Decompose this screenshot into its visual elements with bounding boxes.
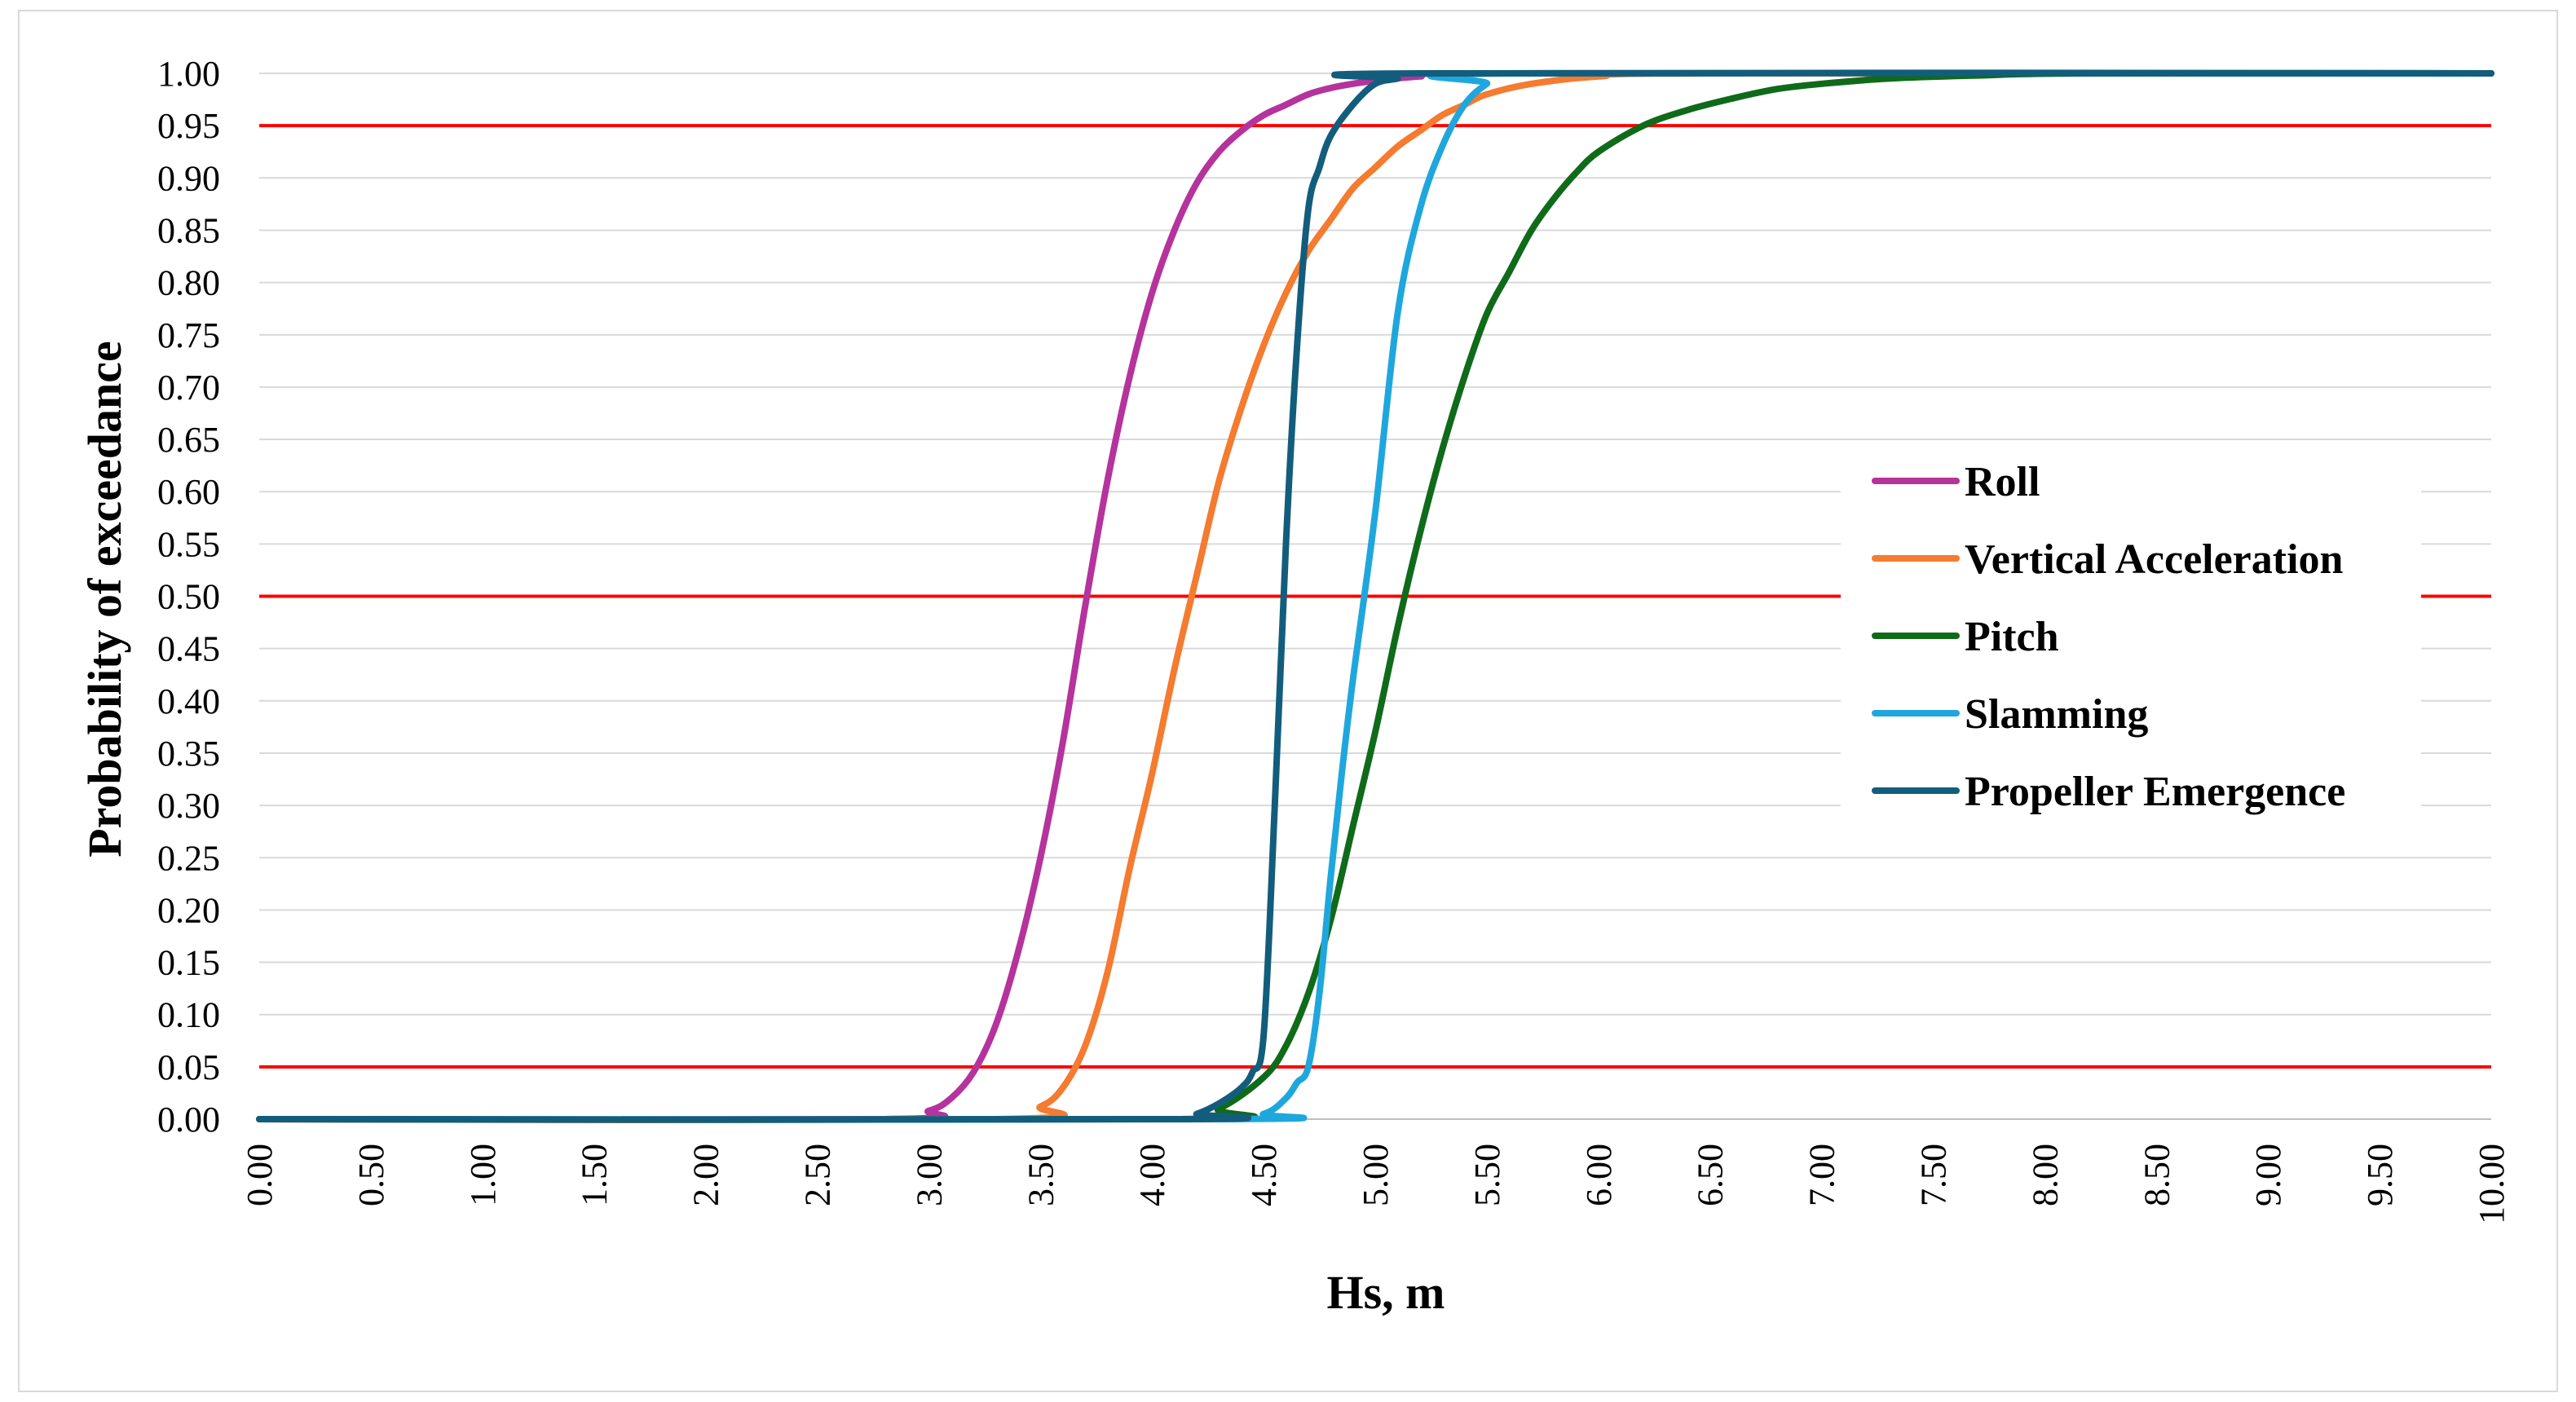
- y-tick-label: 0.35: [157, 734, 220, 774]
- y-tick-label: 0.40: [157, 681, 220, 721]
- legend-label: Roll: [1965, 459, 2040, 505]
- y-tick-label: 0.15: [157, 943, 220, 983]
- legend-label: Pitch: [1965, 614, 2059, 660]
- series-line-slamming: [256, 69, 2494, 1123]
- x-tick-label: 8.00: [2025, 1144, 2065, 1206]
- x-tick-label: 6.50: [1691, 1144, 1731, 1206]
- y-tick-label: 0.70: [157, 368, 220, 408]
- y-axis-title: Probability of exceedance: [78, 341, 131, 858]
- x-axis-title: Hs, m: [1327, 1266, 1445, 1319]
- y-tick-label: 0.55: [157, 524, 220, 564]
- x-tick-label: 5.00: [1356, 1144, 1396, 1206]
- y-tick-label: 0.00: [157, 1100, 220, 1140]
- x-tick-label: 4.00: [1132, 1144, 1172, 1206]
- y-tick-label: 1.00: [157, 54, 220, 94]
- y-tick-label: 0.20: [157, 890, 220, 930]
- series-line-vertical-acceleration: [256, 69, 2494, 1124]
- y-tick-label: 0.05: [157, 1047, 220, 1087]
- x-tick-labels: 0.00 0.50 1.00 1.50 2.00 2.50 3.00 3.50 4.00 4.50…: [240, 1144, 2512, 1224]
- x-tick-label: 10.00: [2472, 1144, 2512, 1224]
- y-tick-label: 0.10: [157, 995, 220, 1035]
- x-tick-label: 7.50: [1914, 1144, 1954, 1206]
- x-tick-label: 4.50: [1244, 1144, 1284, 1206]
- y-tick-label: 0.65: [157, 420, 220, 460]
- series-lines: [256, 69, 2494, 1124]
- y-tick-label: 0.25: [157, 838, 220, 878]
- x-tick-label: 7.00: [1802, 1144, 1842, 1206]
- y-tick-label: 0.60: [157, 472, 220, 512]
- x-tick-label: 9.50: [2360, 1144, 2400, 1206]
- x-tick-label: 0.50: [351, 1144, 391, 1206]
- legend-label: Propeller Emergence: [1965, 769, 2345, 815]
- x-tick-label: 3.00: [909, 1144, 949, 1206]
- y-tick-label: 0.80: [157, 263, 220, 303]
- x-tick-label: 9.00: [2248, 1144, 2288, 1206]
- x-tick-label: 3.50: [1021, 1144, 1061, 1206]
- legend-label: Vertical Acceleration: [1965, 536, 2344, 583]
- x-tick-label: 0.00: [240, 1144, 280, 1206]
- x-tick-label: 5.50: [1467, 1144, 1507, 1206]
- legend-label: Slamming: [1965, 691, 2148, 738]
- legend: Roll Vertical Acceleration Pitch Slamming Pr…: [1841, 444, 2421, 827]
- y-tick-labels: 0.00 0.05 0.10 0.15 0.20 0.25 0.30 0.35 0.40 0.45…: [157, 54, 220, 1140]
- y-tick-label: 0.85: [157, 210, 220, 250]
- series-line-pitch: [256, 69, 2494, 1123]
- y-tick-label: 0.90: [157, 158, 220, 198]
- y-tick-label: 0.45: [157, 629, 220, 669]
- y-tick-label: 0.50: [157, 577, 220, 617]
- x-tick-label: 8.50: [2137, 1144, 2177, 1206]
- x-tick-label: 1.50: [575, 1144, 615, 1206]
- series-line-propeller-emergence: [256, 69, 2494, 1123]
- x-tick-label: 6.00: [1579, 1144, 1619, 1206]
- y-tick-label: 0.30: [157, 786, 220, 826]
- y-tick-label: 0.95: [157, 106, 220, 146]
- x-tick-label: 2.00: [686, 1144, 726, 1206]
- x-tick-label: 1.00: [463, 1144, 503, 1206]
- x-tick-label: 2.50: [798, 1144, 838, 1206]
- y-tick-label: 0.75: [157, 315, 220, 355]
